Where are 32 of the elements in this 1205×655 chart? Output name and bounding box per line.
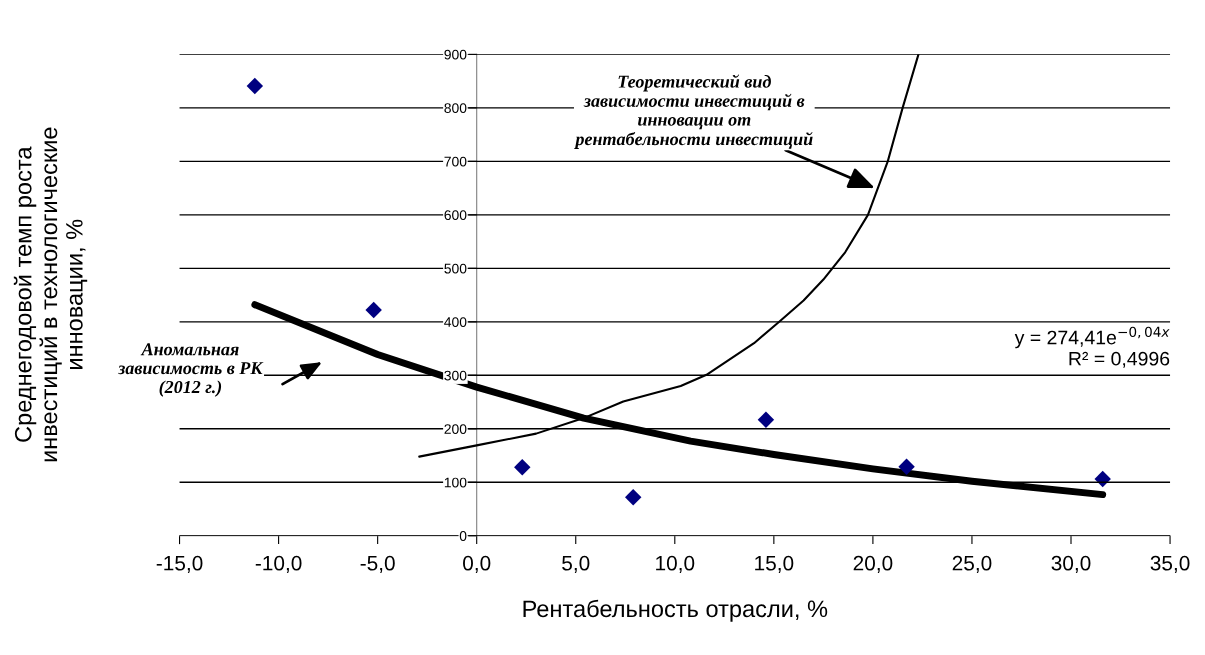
point [514,459,531,476]
y-tick-label: 900 [444,49,467,60]
y-tick-label: 600 [444,210,467,221]
point [365,301,382,319]
x-tick-label: -5,0 [360,555,395,573]
y-tick-label: 400 [444,317,467,327]
x-tick-label: -10,0 [255,555,302,573]
x-tick-label: 30,0 [1051,555,1091,573]
y-tick-label: 100 [444,477,467,488]
x-tick-label: 5,0 [562,555,590,573]
x-tick-label: 25,0 [952,555,992,573]
y-tick-label: 700 [444,156,467,167]
y-axis-title: Среднегодовой темп роста инвестиций в технологические инновации, % [13,127,88,462]
annotation: y = 274,41e$^{−0,04x}$ R² = 0,4996 [1014,326,1170,368]
y-tick-label: 300 [444,370,467,381]
x-tick-label: -15,0 [156,555,203,573]
x-tick-label: 0,0 [463,555,491,573]
x-tick-label: 15,0 [755,555,794,573]
y-tick-label: 500 [444,263,467,274]
x-axis-title: Рентабельность отрасли, % [523,599,828,622]
point [757,411,775,428]
y-tick-label: 800 [444,103,467,114]
x-tick-label: 35,0 [1150,555,1190,573]
x-tick-label: 20,0 [853,555,893,573]
point [898,458,915,475]
annotation: Аномальная зависимость в РК (2012 г.) [117,343,264,397]
y-tick-label: 200 [444,424,467,434]
y-tick-label: 0 [459,531,467,541]
x-tick-label: 10,0 [656,555,695,573]
point [624,489,642,506]
annotation: Теоретический вид зависимости инвестиций в инновации от рентабельности инвестиций [574,74,813,149]
point [246,77,264,95]
